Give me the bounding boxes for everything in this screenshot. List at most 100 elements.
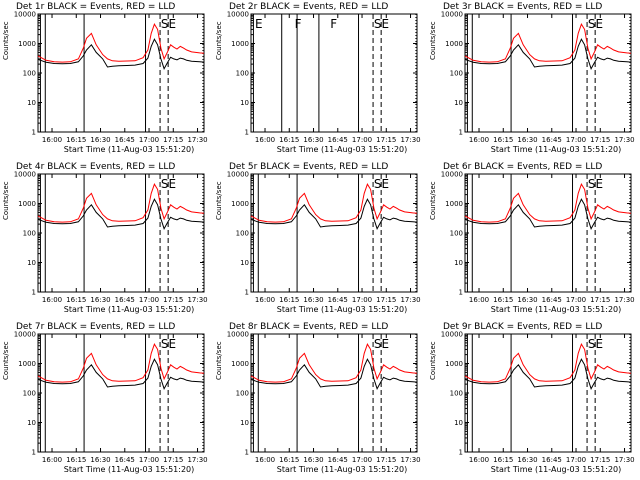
x-tick-label: 16:00 — [255, 136, 275, 144]
plot-frame — [464, 333, 632, 453]
y-tick-label: 10 — [240, 99, 249, 107]
lld-series-line — [37, 23, 205, 63]
x-tick-label: 17:30 — [187, 456, 207, 464]
x-tick-label: 17:30 — [614, 136, 634, 144]
x-axis-label: Start Time (11-Aug-03 15:51:20) — [63, 145, 195, 154]
panel-title: Det 2r BLACK = Events, RED = LLD — [229, 2, 389, 12]
x-tick-label: 17:00 — [566, 136, 586, 144]
x-tick-label: 17:30 — [400, 456, 420, 464]
x-tick-label: 16:45 — [115, 456, 135, 464]
y-tick-label: 10000 — [227, 331, 249, 339]
plot-frame — [250, 13, 418, 133]
y-tick-label: 1 — [32, 129, 36, 137]
y-tick-label: 1 — [245, 449, 249, 457]
x-tick-label: 17:00 — [139, 296, 159, 304]
x-tick-label: 16:15 — [493, 456, 513, 464]
y-tick-label: 1000 — [445, 40, 463, 48]
x-tick-label: 16:45 — [542, 296, 562, 304]
y-tick-label: 10000 — [14, 11, 36, 19]
x-tick-label: 16:00 — [42, 136, 62, 144]
y-tick-label: 1 — [245, 289, 249, 297]
x-tick-label: 16:45 — [542, 136, 562, 144]
y-tick-label: 10 — [240, 259, 249, 267]
detector-panel-4: Det 4r BLACK = Events, RED = LLD Counts/… — [0, 160, 213, 320]
x-tick-label: 17:15 — [376, 456, 396, 464]
x-axis-label: Start Time (11-Aug-03 15:51:20) — [490, 465, 622, 474]
y-tick-label: 10 — [454, 99, 463, 107]
x-axis-label: Start Time (11-Aug-03 15:51:20) — [490, 305, 622, 314]
y-tick-label: 1 — [245, 129, 249, 137]
x-tick-label: 17:30 — [614, 456, 634, 464]
y-tick-label: 100 — [23, 230, 36, 238]
x-tick-label: 16:30 — [517, 296, 537, 304]
plot-frame — [250, 173, 418, 293]
y-tick-label: 10 — [27, 259, 36, 267]
x-tick-label: 17:00 — [139, 456, 159, 464]
x-tick-label: 17:30 — [400, 296, 420, 304]
events-series-line — [250, 358, 418, 390]
marker-label: SE — [374, 177, 389, 191]
plot-area: 1 10 100 1000 10000 16:00 16:15 16:30 16:45 17:00… — [227, 11, 421, 145]
panel-title: Det 7r BLACK = Events, RED = LLD — [16, 322, 176, 332]
x-tick-label: 17:30 — [400, 136, 420, 144]
x-tick-label: 16:00 — [469, 136, 489, 144]
x-tick-label: 16:00 — [255, 456, 275, 464]
x-axis-label: Start Time (11-Aug-03 15:51:20) — [276, 305, 408, 314]
events-series-line — [464, 198, 632, 230]
marker-label: SE — [374, 17, 389, 31]
detector-panel-3: Det 3r BLACK = Events, RED = LLD Counts/… — [427, 0, 640, 160]
lld-series-line — [37, 343, 205, 383]
panel-title: Det 1r BLACK = Events, RED = LLD — [16, 2, 176, 12]
x-tick-label: 16:30 — [90, 456, 110, 464]
plot-area: 1 10 100 1000 10000 16:00 16:15 16:30 16:45 17:00… — [227, 331, 421, 465]
x-tick-label: 16:15 — [279, 456, 299, 464]
panel-title: Det 5r BLACK = Events, RED = LLD — [229, 162, 389, 172]
plot-area: 1 10 100 1000 10000 16:00 16:15 16:30 16:45 17:00… — [441, 331, 635, 465]
x-tick-label: 16:45 — [115, 296, 135, 304]
y-tick-label: 1 — [32, 449, 36, 457]
x-tick-label: 16:30 — [517, 456, 537, 464]
x-tick-label: 16:30 — [303, 456, 323, 464]
events-series-line — [37, 198, 205, 230]
x-tick-label: 16:00 — [42, 296, 62, 304]
plot-frame — [37, 13, 205, 133]
lld-series-line — [37, 183, 205, 223]
plot-frame — [464, 173, 632, 293]
lld-series-line — [464, 343, 632, 383]
x-tick-label: 16:15 — [493, 296, 513, 304]
y-tick-label: 1000 — [445, 200, 463, 208]
x-tick-label: 16:00 — [469, 456, 489, 464]
x-axis-label: Start Time (11-Aug-03 15:51:20) — [63, 305, 195, 314]
x-axis-label: Start Time (11-Aug-03 15:51:20) — [490, 145, 622, 154]
y-tick-label: 10000 — [441, 11, 463, 19]
events-series-line — [37, 38, 205, 70]
panel-title: Det 6r BLACK = Events, RED = LLD — [443, 162, 603, 172]
plot-frame — [250, 333, 418, 453]
panel-title: Det 3r BLACK = Events, RED = LLD — [443, 2, 603, 12]
x-tick-label: 17:15 — [163, 136, 183, 144]
x-tick-label: 16:45 — [328, 296, 348, 304]
x-tick-label: 16:15 — [66, 296, 86, 304]
y-tick-label: 10000 — [441, 171, 463, 179]
marker-label: F — [330, 17, 337, 31]
plot-area: 1 10 100 1000 10000 16:00 16:15 16:30 16:45 17:00… — [14, 11, 208, 145]
x-tick-label: 17:15 — [376, 296, 396, 304]
y-tick-label: 1 — [459, 289, 463, 297]
x-tick-label: 16:00 — [469, 296, 489, 304]
x-tick-label: 17:00 — [352, 136, 372, 144]
plot-area: 1 10 100 1000 10000 16:00 16:15 16:30 16:45 17:00… — [441, 11, 635, 145]
lld-series-line — [250, 183, 418, 223]
events-series-line — [464, 358, 632, 390]
y-tick-label: 10 — [27, 419, 36, 427]
lld-series-line — [250, 343, 418, 383]
x-tick-label: 17:30 — [187, 296, 207, 304]
y-tick-label: 100 — [236, 230, 249, 238]
x-tick-label: 17:00 — [352, 456, 372, 464]
marker-label: SE — [588, 177, 603, 191]
marker-label: SE — [161, 337, 176, 351]
marker-label: SE — [374, 337, 389, 351]
panel-title: Det 8r BLACK = Events, RED = LLD — [229, 322, 389, 332]
x-axis-label: Start Time (11-Aug-03 15:51:20) — [276, 145, 408, 154]
x-tick-label: 16:00 — [42, 456, 62, 464]
